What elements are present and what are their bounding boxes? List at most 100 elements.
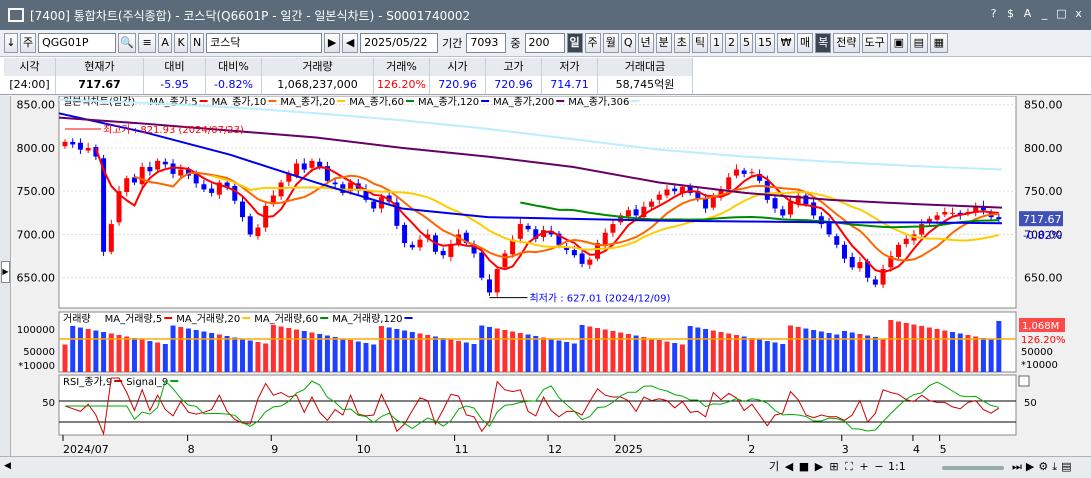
quote-value-1: 717.67 — [56, 76, 144, 94]
down-arrow-icon[interactable]: ↓ — [4, 33, 18, 53]
period-year-button[interactable]: 년 — [637, 33, 654, 53]
tools-button[interactable]: 도구 — [861, 33, 888, 53]
quote-panel: 시각 현재가 대비 대비% 거래량 거래% 시가 고가 저가 거래대금 [24:00] 717.67… — [0, 57, 1091, 95]
volume-bar-63 — [548, 339, 554, 372]
chart-control-6[interactable]: + — [859, 460, 869, 473]
volume-bar-80 — [679, 344, 685, 372]
chart-area[interactable]: 850.00 850.00 800.00 800.00 750.00 750.00 700.… — [11, 96, 1091, 456]
candle-body-35 — [332, 182, 338, 185]
chart-control-2[interactable]: ■ — [798, 460, 810, 473]
candle-body-61 — [533, 229, 539, 239]
chart-control-8[interactable]: 1:1 — [888, 460, 906, 473]
n-button[interactable]: N — [190, 33, 205, 53]
period-quarter-button[interactable]: Q — [620, 33, 636, 53]
pin-icon[interactable]: ? — [990, 7, 997, 20]
period-week-button[interactable]: 주 — [584, 33, 601, 53]
interval-15-button[interactable]: 15 — [755, 33, 776, 53]
period-month-button[interactable]: 월 — [602, 33, 619, 53]
chart-controls: 기 ◀ ■ ▶ ⊞ ⛶ + −1:1 — [768, 459, 906, 475]
shift-button[interactable]: A — [158, 33, 173, 53]
font-icon[interactable]: _ — [1041, 7, 1048, 20]
candle-body-66 — [571, 250, 577, 256]
code-input[interactable]: QGG01P — [38, 33, 117, 53]
volume-bar-49 — [440, 338, 446, 372]
volume-bar-19 — [209, 333, 215, 372]
trade-button[interactable]: 매 — [797, 33, 814, 53]
scroll-thumb[interactable] — [942, 466, 1004, 470]
volume-bar-38 — [355, 341, 361, 372]
interval-2-button[interactable]: 2 — [725, 33, 739, 53]
interval-5-button[interactable]: 5 — [740, 33, 754, 53]
volume-bar-86 — [726, 333, 732, 372]
compound-button[interactable]: 복 — [815, 33, 832, 53]
count-input[interactable]: 200 — [524, 33, 565, 53]
scroll-left-icon[interactable]: ◀ — [4, 461, 11, 471]
x-label-0: 2024/07 — [63, 443, 109, 456]
volume-bar-90 — [757, 339, 763, 372]
maximize-icon[interactable]: x — [1075, 7, 1082, 20]
name-input[interactable]: 코스닥 — [206, 33, 323, 53]
volume-bar-82 — [695, 327, 701, 372]
period-second-button[interactable]: 초 — [673, 33, 690, 53]
save-icon[interactable]: ▤ — [909, 33, 928, 53]
candle-body-8 — [124, 178, 130, 193]
volume-bar-108 — [896, 321, 902, 372]
help-icon[interactable]: $ — [1007, 7, 1014, 20]
chart-control-1[interactable]: ◀ — [784, 460, 794, 473]
strategy-button[interactable]: 전략 — [833, 33, 860, 53]
k-button[interactable]: K — [174, 33, 189, 53]
volume-bar-54 — [479, 325, 485, 372]
list-icon[interactable]: ≡ — [138, 33, 157, 53]
interval-1-button[interactable]: 1 — [710, 33, 724, 53]
y-tick-left-2: 750.00 — [17, 185, 56, 198]
currency-icon[interactable]: A — [1023, 7, 1032, 20]
lowest-label: 최저가 : 627.01 (2024/12/09) — [529, 293, 670, 305]
scroll-right-icon[interactable]: ▶ — [1025, 460, 1035, 473]
volume-bar-44 — [402, 330, 408, 372]
candle-body-102 — [849, 256, 855, 268]
rsi-menu-icon — [1018, 375, 1030, 387]
title-bar: [7400] 통합차트(주식종합) - 코스닥(Q6601P - 일간 - 일본… — [0, 0, 1091, 30]
search-icon[interactable]: 🔍 — [118, 33, 137, 53]
volume-pct-label: 126.20% — [1021, 335, 1066, 346]
chart-control-0[interactable]: 기 — [768, 460, 780, 473]
period-input[interactable]: 7093 — [466, 33, 507, 53]
volume-legend-3: MA_거래량,60 — [254, 313, 318, 325]
view-icon[interactable]: ▤ — [1061, 460, 1072, 473]
next-icon[interactable]: ▶ — [324, 33, 341, 53]
period-minute-button[interactable]: 분 — [655, 33, 672, 53]
candle-body-108 — [896, 244, 902, 257]
chart-control-5[interactable]: ⛶ — [845, 460, 853, 473]
settings-icon[interactable]: ⚙ — [1038, 460, 1049, 473]
scrollbar[interactable]: ◀ 기 ◀ ■ ▶ ⊞ ⛶ + −1:1 ⏭ ▶ ⚙ ⤓ ▤ — [0, 456, 1091, 478]
candle-body-59 — [517, 224, 523, 239]
signal-series — [65, 380, 999, 432]
folder-icon[interactable]: ▣ — [889, 33, 908, 53]
legend-5: MA_종가,120 — [418, 96, 479, 108]
quote-headers: 시각 현재가 대비 대비% 거래량 거래% 시가 고가 저가 거래대금 — [4, 58, 693, 76]
prev-icon[interactable]: ◀ — [342, 33, 359, 53]
candle-body-74 — [633, 209, 639, 216]
scroll-end-icon[interactable]: ⏭ — [1012, 460, 1022, 473]
minimize-icon[interactable]: □ — [1056, 7, 1067, 20]
volume-bar-103 — [857, 334, 863, 372]
candle-body-36 — [340, 184, 346, 193]
chart-control-3[interactable]: ▶ — [814, 460, 824, 473]
chart-control-7[interactable]: − — [874, 460, 884, 473]
volume-bar-87 — [733, 335, 739, 372]
x-label-1: 8 — [188, 443, 195, 456]
type-select[interactable]: 주 — [20, 33, 37, 53]
candle-body-96 — [803, 195, 809, 205]
export-icon[interactable]: ⤓ — [1052, 460, 1058, 473]
currency-toggle-icon[interactable]: ₩ — [777, 33, 796, 53]
expand-panel-icon[interactable]: ▶ — [1, 261, 10, 283]
volume-bar-56 — [494, 328, 500, 372]
period-tick-button[interactable]: 틱 — [691, 33, 709, 53]
candle-body-87 — [733, 169, 739, 176]
candle-body-25 — [255, 227, 261, 237]
volume-bar-1 — [70, 326, 76, 372]
chart-control-4[interactable]: ⊞ — [829, 460, 839, 473]
date-input[interactable]: 2025/05/22 — [360, 33, 439, 53]
period-day-button[interactable]: 일 — [566, 33, 583, 53]
print-icon[interactable]: ▦ — [929, 33, 948, 53]
